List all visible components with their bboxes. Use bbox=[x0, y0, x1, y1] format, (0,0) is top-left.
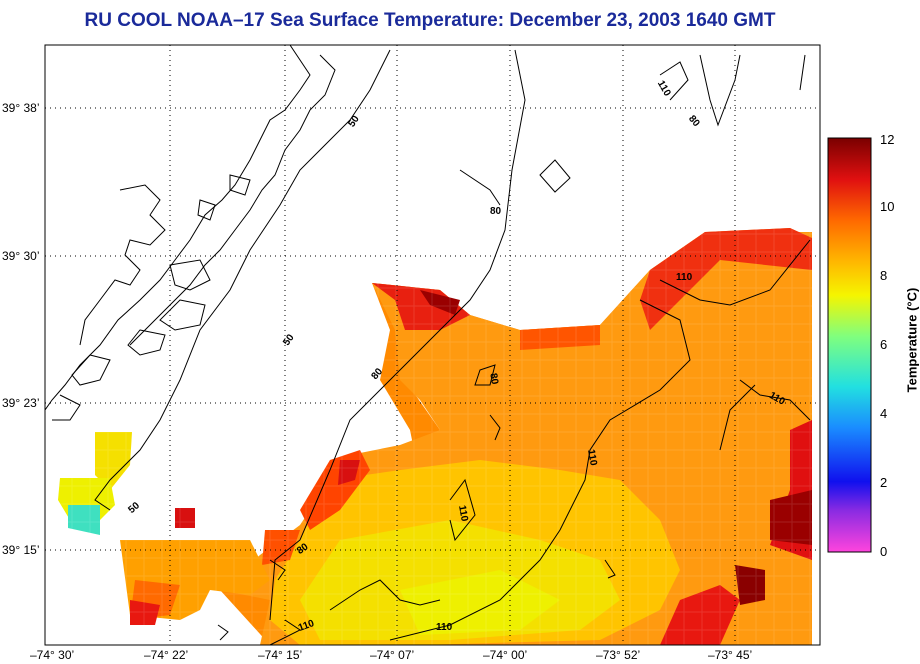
lat-label: 39° 30’ bbox=[2, 249, 40, 263]
lon-label: –73° 52’ bbox=[596, 648, 641, 662]
colorbar-tick: 0 bbox=[880, 544, 888, 559]
contour-label: 110 bbox=[655, 79, 673, 99]
colorbar-tick: 10 bbox=[880, 199, 895, 214]
lon-label: –74° 22’ bbox=[144, 648, 189, 662]
colorbar-title: Temperature (°C) bbox=[904, 287, 920, 393]
lat-label: 39° 23’ bbox=[2, 396, 40, 410]
contour-label: 110 bbox=[585, 449, 599, 467]
colorbar-tick: 4 bbox=[880, 406, 888, 421]
contour-label: 80 bbox=[487, 372, 500, 385]
contour-label: 110 bbox=[456, 504, 470, 522]
lat-label: 39° 38’ bbox=[2, 101, 40, 115]
lon-label: –73° 45’ bbox=[708, 648, 753, 662]
contour-label: 110 bbox=[297, 618, 316, 634]
colorbar bbox=[827, 137, 872, 553]
pixel-texture bbox=[45, 225, 820, 645]
contour-label: 80 bbox=[490, 206, 502, 217]
lat-label: 39° 15’ bbox=[2, 543, 40, 557]
colorbar-tick: 8 bbox=[880, 268, 888, 283]
contour-label: 110 bbox=[436, 622, 453, 633]
map-title: RU COOL NOAA–17 Sea Surface Temperature:… bbox=[84, 10, 776, 31]
contour-label: 80 bbox=[686, 113, 702, 129]
contour-label: 50 bbox=[346, 114, 362, 130]
colorbar-tick: 12 bbox=[880, 132, 895, 147]
graticule bbox=[45, 45, 820, 645]
map-frame bbox=[44, 44, 821, 646]
lon-label: –74° 00’ bbox=[483, 648, 528, 662]
depth-contours bbox=[94, 49, 811, 645]
sst-field bbox=[45, 225, 820, 645]
lon-label: –74° 30’ bbox=[30, 648, 75, 662]
colorbar-tick: 6 bbox=[880, 337, 888, 352]
colorbar-tick: 2 bbox=[880, 475, 888, 490]
lon-label: –74° 15’ bbox=[258, 648, 303, 662]
contour-label: 110 bbox=[676, 272, 693, 283]
lon-label: –74° 07’ bbox=[370, 648, 415, 662]
coastline bbox=[45, 45, 336, 421]
